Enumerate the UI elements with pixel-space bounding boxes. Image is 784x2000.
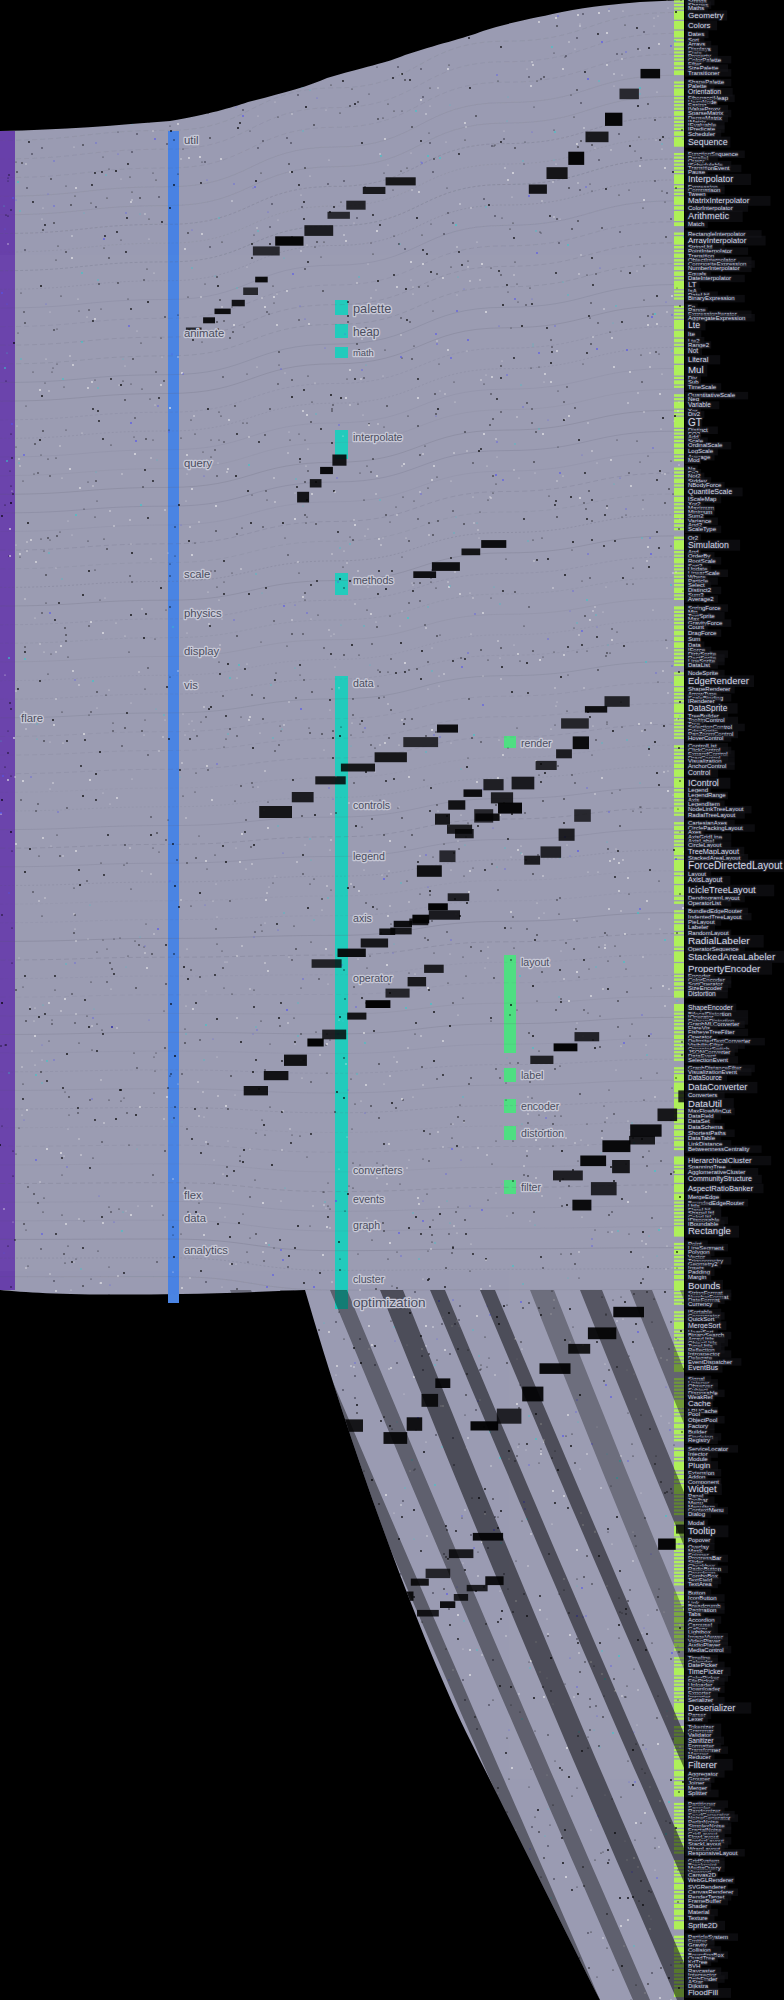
- svg-text:Currency: Currency: [688, 1301, 712, 1307]
- svg-text:FloodFill: FloodFill: [688, 1988, 718, 1997]
- svg-text:operator: operator: [353, 972, 393, 984]
- svg-text:Tooltip: Tooltip: [688, 1525, 716, 1536]
- svg-text:Lexer: Lexer: [688, 1716, 703, 1722]
- svg-text:Colors: Colors: [688, 21, 711, 30]
- svg-text:label: label: [521, 1069, 543, 1081]
- svg-text:Distortion: Distortion: [688, 990, 716, 997]
- svg-text:analytics: analytics: [184, 1244, 228, 1256]
- svg-text:cluster: cluster: [353, 1273, 385, 1285]
- svg-text:Dialog: Dialog: [688, 1511, 705, 1517]
- svg-text:DataUtil: DataUtil: [688, 1098, 722, 1109]
- svg-text:data: data: [184, 1212, 207, 1224]
- svg-text:RadialLabeler: RadialLabeler: [688, 935, 750, 946]
- svg-text:Mod: Mod: [688, 457, 700, 463]
- svg-text:controls: controls: [353, 799, 390, 811]
- svg-text:events: events: [353, 1193, 384, 1205]
- svg-text:data: data: [353, 677, 374, 689]
- svg-text:Sum: Sum: [688, 636, 700, 642]
- svg-text:EventBus: EventBus: [688, 1364, 719, 1371]
- svg-text:WebGLRenderer: WebGLRenderer: [688, 1877, 733, 1883]
- svg-text:EdgeRenderer: EdgeRenderer: [688, 676, 749, 686]
- svg-text:Mul: Mul: [688, 364, 704, 375]
- svg-text:Arithmetic: Arithmetic: [688, 211, 729, 221]
- svg-text:TextArea: TextArea: [688, 1581, 712, 1587]
- svg-text:StackedAreaLabeler: StackedAreaLabeler: [688, 951, 776, 962]
- svg-text:IcicleTreeLayout: IcicleTreeLayout: [688, 885, 756, 895]
- svg-text:AnchorControl: AnchorControl: [688, 763, 726, 769]
- svg-text:Not: Not: [688, 347, 698, 354]
- svg-text:ResponsiveLayout: ResponsiveLayout: [688, 1850, 738, 1856]
- svg-text:DataSchema: DataSchema: [688, 1124, 723, 1130]
- svg-text:util: util: [184, 134, 198, 146]
- svg-text:layout: layout: [521, 956, 549, 968]
- svg-text:flare: flare: [21, 712, 43, 724]
- svg-text:Control: Control: [688, 769, 711, 776]
- svg-text:vis: vis: [184, 679, 198, 691]
- svg-text:Geometry: Geometry: [688, 11, 724, 20]
- svg-text:filter: filter: [521, 1181, 541, 1193]
- svg-text:physics: physics: [184, 607, 222, 619]
- svg-text:Popover: Popover: [688, 1537, 710, 1543]
- svg-text:scale: scale: [184, 568, 210, 580]
- svg-text:encoder: encoder: [521, 1100, 560, 1112]
- svg-text:distortion: distortion: [521, 1127, 564, 1139]
- svg-text:converters: converters: [353, 1164, 402, 1176]
- svg-text:Rectangle: Rectangle: [688, 1225, 731, 1236]
- svg-text:graph: graph: [353, 1219, 380, 1231]
- svg-text:animate: animate: [184, 327, 224, 339]
- svg-text:OperatorList: OperatorList: [688, 900, 721, 906]
- svg-text:Literal: Literal: [688, 355, 709, 364]
- svg-text:heap: heap: [353, 325, 380, 339]
- svg-text:Sprite2D: Sprite2D: [688, 1921, 718, 1930]
- svg-text:optimization: optimization: [353, 1295, 426, 1310]
- svg-text:query: query: [184, 457, 213, 469]
- svg-text:TimeScale: TimeScale: [688, 384, 717, 390]
- svg-text:BetweennessCentrality: BetweennessCentrality: [688, 1146, 749, 1152]
- svg-text:ColorInterpolator: ColorInterpolator: [688, 205, 733, 211]
- svg-text:DataSprite: DataSprite: [688, 703, 728, 713]
- svg-text:GT: GT: [688, 417, 702, 428]
- svg-text:Splitter: Splitter: [688, 1789, 707, 1796]
- svg-text:PropertyEncoder: PropertyEncoder: [688, 963, 761, 974]
- svg-text:DataSource: DataSource: [688, 1074, 722, 1081]
- svg-text:Sequence: Sequence: [688, 137, 728, 147]
- svg-text:axis: axis: [353, 912, 372, 924]
- svg-text:Match: Match: [688, 221, 704, 227]
- svg-text:AxisLayout: AxisLayout: [688, 876, 722, 884]
- svg-text:DataList: DataList: [688, 662, 710, 668]
- svg-text:RadialTreeLayout: RadialTreeLayout: [688, 812, 735, 818]
- svg-text:Shader: Shader: [688, 1903, 707, 1909]
- svg-text:Average2: Average2: [688, 596, 714, 602]
- svg-text:Bounds: Bounds: [688, 1280, 721, 1291]
- svg-text:math: math: [353, 348, 374, 358]
- svg-text:Lte: Lte: [688, 320, 700, 330]
- svg-text:legend: legend: [353, 850, 385, 862]
- svg-text:display: display: [184, 645, 220, 657]
- svg-text:methods: methods: [353, 574, 394, 586]
- svg-text:AgglomerativeCluster: AgglomerativeCluster: [688, 1169, 745, 1175]
- svg-text:Filterer: Filterer: [688, 1760, 717, 1770]
- svg-text:QuantileScale: QuantileScale: [688, 488, 732, 496]
- svg-text:ObjectPool: ObjectPool: [688, 1417, 717, 1423]
- svg-text:AspectRatioBanker: AspectRatioBanker: [688, 1184, 754, 1193]
- svg-text:Ite: Ite: [688, 330, 695, 337]
- svg-text:ScaleType: ScaleType: [688, 526, 717, 532]
- svg-text:Interpolator: Interpolator: [688, 174, 733, 184]
- svg-text:CommunityStructure: CommunityStructure: [688, 1175, 752, 1183]
- svg-text:render: render: [521, 737, 552, 749]
- svg-text:DataConverter: DataConverter: [688, 1082, 747, 1092]
- svg-text:MediaControl: MediaControl: [688, 1647, 724, 1653]
- svg-text:interpolate: interpolate: [353, 431, 403, 443]
- svg-text:flex: flex: [184, 1189, 202, 1201]
- svg-text:ForceDirectedLayout: ForceDirectedLayout: [688, 860, 783, 871]
- svg-text:Scheduler: Scheduler: [688, 131, 715, 137]
- svg-text:SelectionEvent: SelectionEvent: [688, 1057, 728, 1063]
- svg-text:BinaryExpression: BinaryExpression: [688, 295, 735, 301]
- svg-text:MatrixInterpolator: MatrixInterpolator: [688, 196, 750, 205]
- svg-text:palette: palette: [353, 301, 391, 316]
- svg-text:HoverControl: HoverControl: [688, 735, 723, 741]
- svg-text:Registry: Registry: [688, 1437, 710, 1443]
- svg-text:Transitioner: Transitioner: [688, 70, 719, 76]
